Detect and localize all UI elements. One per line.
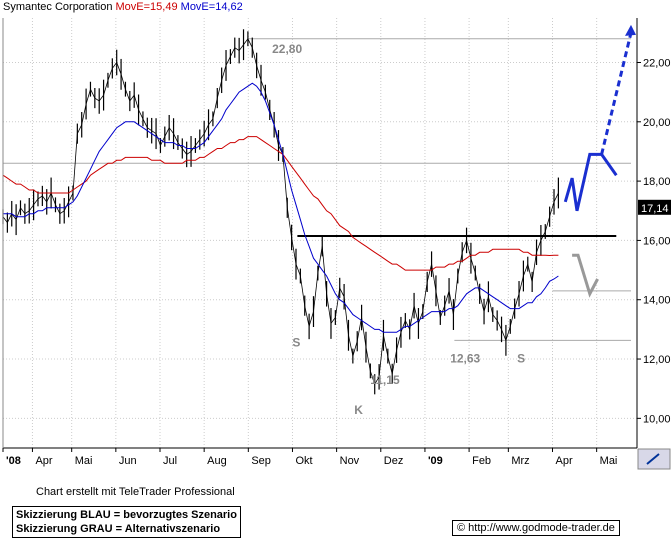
scenario-layer xyxy=(563,24,636,298)
chart-legend: Symantec Corporation MovE=15,49 MovE=14,… xyxy=(3,1,243,13)
x-tick-label: Mrz xyxy=(511,455,529,467)
x-tick-label: Jul xyxy=(163,455,177,467)
y-tick-label: 10,00 xyxy=(643,413,671,425)
annotation-label: S xyxy=(517,351,525,365)
scenario-grey xyxy=(572,253,599,298)
ma-long-line xyxy=(2,136,559,271)
source-url[interactable]: http://www.godmode-trader.de xyxy=(468,522,615,534)
x-tick-label: '09 xyxy=(428,455,443,467)
annotation-label: S xyxy=(292,335,300,349)
x-tick-label: Dez xyxy=(384,455,404,467)
price-line xyxy=(2,38,559,386)
x-tick-label: Nov xyxy=(340,455,360,467)
annotation-label: 22,80 xyxy=(272,42,302,56)
x-tick-label: Mai xyxy=(75,455,93,467)
current-value-box xyxy=(638,199,671,215)
x-tick-label: Sep xyxy=(251,455,271,467)
annotation-label: K xyxy=(354,403,363,417)
legend-ma-short: MovE=14,62 xyxy=(180,1,243,13)
x-tick-label: Jun xyxy=(119,455,137,467)
scenario-notes: Skizzierung BLAU = bevorzugtes Szenario … xyxy=(12,506,241,538)
series-layer xyxy=(2,29,559,395)
ma-short-line xyxy=(3,82,559,333)
x-tick-label: Apr xyxy=(35,455,52,467)
note-grey: Skizzierung GRAU = Alternativszenario xyxy=(16,523,221,535)
y-tick-label: 14,00 xyxy=(643,295,671,307)
legend-ma-long: MovE=15,49 xyxy=(115,1,178,13)
note-blue: Skizzierung BLAU = bevorzugtes Szenario xyxy=(16,509,237,521)
y-tick-label: 18,00 xyxy=(643,176,671,188)
chart-credit: Chart erstellt mit TeleTrader Profession… xyxy=(36,486,235,498)
gridlines xyxy=(2,18,637,448)
y-tick-label: 12,00 xyxy=(643,354,671,366)
scenario-blue-dashed xyxy=(600,32,633,155)
x-tick-label: Mai xyxy=(600,455,618,467)
y-tick-label: 16,00 xyxy=(643,235,671,247)
x-tick-label: Apr xyxy=(556,455,573,467)
y-tick-label: 20,00 xyxy=(643,117,671,129)
annotation-layer: 22,80 S 11,15 K 12,63 S xyxy=(272,42,525,417)
x-tick-label: Okt xyxy=(295,455,312,467)
x-tick-label: Feb xyxy=(472,455,491,467)
source-url-box[interactable]: © http://www.godmode-trader.de xyxy=(452,520,620,536)
annotation-label: 12,63 xyxy=(450,351,480,365)
current-value-label: 17,14 xyxy=(641,203,669,215)
chart-title: Symantec Corporation xyxy=(3,1,113,13)
level-lines xyxy=(3,38,631,341)
scenario-blue xyxy=(563,152,618,212)
axes-layer: 10,00 12,00 14,00 16,00 18,00 20,00 22,00 '08 Ap… xyxy=(2,18,671,470)
axis-corner-icon xyxy=(646,453,660,465)
copyright-symbol: © xyxy=(457,522,466,534)
y-tick-label: 22,00 xyxy=(643,57,671,69)
scenario-arrowhead xyxy=(625,24,636,36)
annotation-label: 11,15 xyxy=(370,373,400,387)
x-tick-label: Aug xyxy=(207,455,227,467)
x-tick-label: '08 xyxy=(6,455,21,467)
